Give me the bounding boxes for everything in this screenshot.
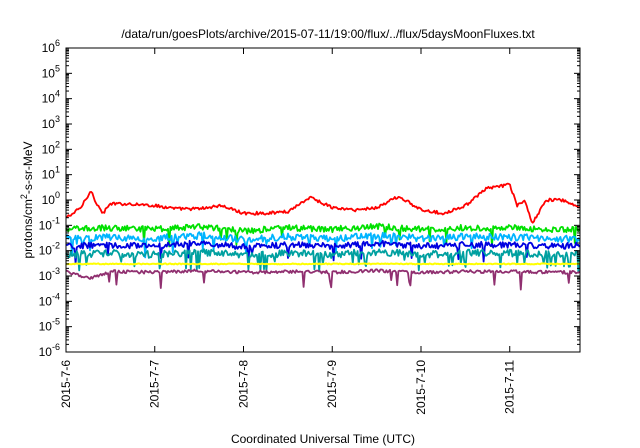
series-line-3 — [65, 239, 581, 265]
x-tick-label-0: 2015-7-6 — [59, 360, 73, 408]
series-line-0 — [65, 182, 580, 224]
y-tick-label-6: 100 — [42, 190, 60, 207]
series-line-1 — [65, 222, 581, 248]
x-tick-label-2: 2015-7-8 — [236, 360, 250, 408]
x-tick-label-1: 2015-7-7 — [148, 360, 162, 408]
y-axis-label-post: -s-sr-MeV — [21, 141, 35, 194]
y-axis: 10-6 10-5 10-4 10-3 10-2 10-1 100 101 102 103 104 1… — [39, 38, 580, 359]
chart-title: /data/run/goesPlots/archive/2015-07-11/1… — [121, 27, 535, 41]
y-tick-label-8: 102 — [42, 139, 60, 156]
x-tick-label-4: 2015-7-10 — [414, 360, 428, 415]
x-tick-label-3: 2015-7-9 — [325, 360, 339, 408]
y-tick-label-12: 106 — [42, 38, 60, 55]
y-axis-label-pre: protons/cm — [21, 199, 35, 258]
y-tick-label-4: 10-2 — [39, 241, 60, 258]
y-tick-label-7: 101 — [42, 165, 60, 182]
x-tick-label-5: 2015-7-11 — [503, 360, 517, 414]
x-axis: 2015-7-6 2015-7-7 2015-7-8 2015-7-9 2015-7-1… — [59, 48, 517, 415]
series-layer — [65, 182, 581, 291]
y-tick-label-2: 10-4 — [39, 291, 60, 308]
series-line-6 — [65, 268, 581, 291]
series-line-2 — [65, 231, 581, 259]
y-tick-label-9: 103 — [42, 114, 60, 131]
y-tick-label-0: 10-6 — [39, 342, 60, 359]
y-axis-label: protons/cm2-s-sr-MeV — [19, 141, 35, 258]
x-axis-label: Coordinated Universal Time (UTC) — [231, 432, 415, 446]
y-axis-label-sup: 2 — [19, 194, 29, 199]
series-line-5 — [65, 262, 580, 266]
y-tick-label-1: 10-5 — [39, 317, 60, 334]
y-tick-label-3: 10-3 — [39, 266, 60, 283]
y-tick-label-11: 105 — [42, 63, 60, 80]
y-tick-label-10: 104 — [42, 89, 60, 106]
y-tick-label-5: 10-1 — [39, 215, 60, 232]
